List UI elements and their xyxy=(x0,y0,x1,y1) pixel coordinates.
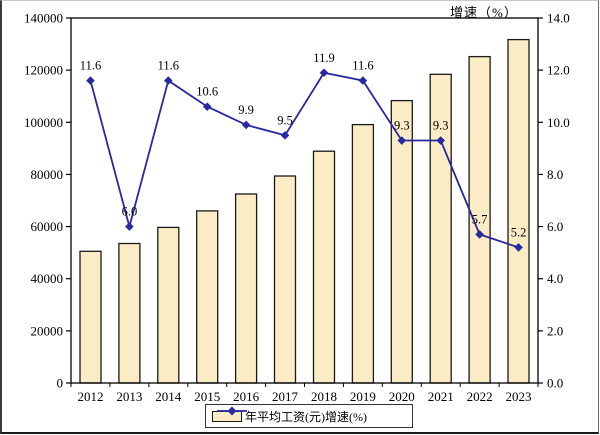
legend-line-label: 增速(%) xyxy=(325,409,367,424)
growth-point-label-2014: 11.6 xyxy=(158,59,179,73)
bar-2012 xyxy=(79,250,102,384)
growth-marker-2015 xyxy=(202,102,212,111)
x-axis-label-2021: 2021 xyxy=(428,389,454,404)
growth-marker-2017 xyxy=(280,131,290,140)
x-axis-label-2018: 2018 xyxy=(311,389,337,404)
legend-bar-label: 年平均工资(元) xyxy=(245,409,325,424)
left-axis-tick-label: 80000 xyxy=(31,167,64,182)
growth-marker-2016 xyxy=(241,120,251,130)
x-axis-label-2016: 2016 xyxy=(233,389,260,404)
left-axis-tick-label: 100000 xyxy=(24,115,63,130)
bar-2013 xyxy=(118,242,141,384)
left-axis-tick-label: 0 xyxy=(57,376,64,391)
legend: 年平均工资(元) 增速(%) xyxy=(205,404,413,428)
left-axis-tick-label: 140000 xyxy=(24,11,63,26)
growth-point-label-2022: 5.7 xyxy=(472,212,488,226)
growth-marker-2013 xyxy=(125,222,134,231)
x-axis-label-2014: 2014 xyxy=(155,389,182,404)
x-axis-label-2017: 2017 xyxy=(272,389,299,404)
bar-2015 xyxy=(196,210,219,384)
growth-point-label-2021: 9.3 xyxy=(433,119,449,133)
right-axis-tick-label: 6.0 xyxy=(547,219,563,234)
x-axis-label-2020: 2020 xyxy=(389,389,415,404)
bar-2017 xyxy=(273,175,297,384)
right-axis-tick-label: 4.0 xyxy=(547,271,563,286)
right-axis-tick-label: 8.0 xyxy=(547,167,563,182)
growth-marker-2018 xyxy=(319,68,329,78)
bar-2014 xyxy=(157,226,180,384)
bar-2019 xyxy=(351,123,375,384)
right-axis-tick-label: 2.0 xyxy=(547,323,563,338)
left-axis-tick-label: 40000 xyxy=(31,271,64,286)
growth-marker-2022 xyxy=(475,230,484,239)
growth-point-label-2023: 5.2 xyxy=(511,225,527,239)
growth-point-label-2020: 9.3 xyxy=(394,119,410,133)
bar-2016 xyxy=(234,193,258,384)
growth-point-label-2017: 9.5 xyxy=(277,113,293,127)
growth-marker-2020 xyxy=(397,136,407,145)
growth-point-label-2015: 10.6 xyxy=(196,85,218,99)
x-axis-label-2023: 2023 xyxy=(506,389,532,404)
growth-point-label-2013: 6.0 xyxy=(122,205,138,219)
x-axis-label-2013: 2013 xyxy=(116,389,142,404)
growth-marker-2012 xyxy=(86,76,95,85)
x-axis-label-2012: 2012 xyxy=(78,389,104,404)
right-axis-title: 增速（%） xyxy=(450,5,518,20)
growth-point-label-2018: 11.9 xyxy=(313,51,334,65)
left-axis-tick-label: 20000 xyxy=(31,323,64,338)
growth-line xyxy=(89,71,519,249)
growth-marker-2019 xyxy=(358,76,368,85)
x-axis-label-2022: 2022 xyxy=(467,389,493,404)
growth-marker-2023 xyxy=(514,243,523,252)
left-axis-tick-label: 60000 xyxy=(31,219,64,234)
x-axis-label-2019: 2019 xyxy=(350,389,376,404)
legend-line-diamond-icon xyxy=(217,406,247,416)
right-axis-tick-label: 10.0 xyxy=(547,115,570,130)
growth-point-label-2012: 11.6 xyxy=(80,59,101,73)
growth-marker-2021 xyxy=(436,136,446,145)
right-axis-tick-label: 12.0 xyxy=(547,63,570,78)
right-axis-tick-label: 14.0 xyxy=(547,11,570,26)
x-axis-label-2015: 2015 xyxy=(194,389,220,404)
growth-marker-2014 xyxy=(163,76,173,85)
bar-2023 xyxy=(507,38,530,384)
right-axis-tick-label: 0.0 xyxy=(547,376,563,391)
growth-point-label-2019: 11.6 xyxy=(352,59,373,73)
plot-border xyxy=(70,17,539,384)
left-axis-tick-label: 120000 xyxy=(24,63,63,78)
bar-2018 xyxy=(312,150,336,384)
growth-point-label-2016: 9.9 xyxy=(238,103,254,117)
